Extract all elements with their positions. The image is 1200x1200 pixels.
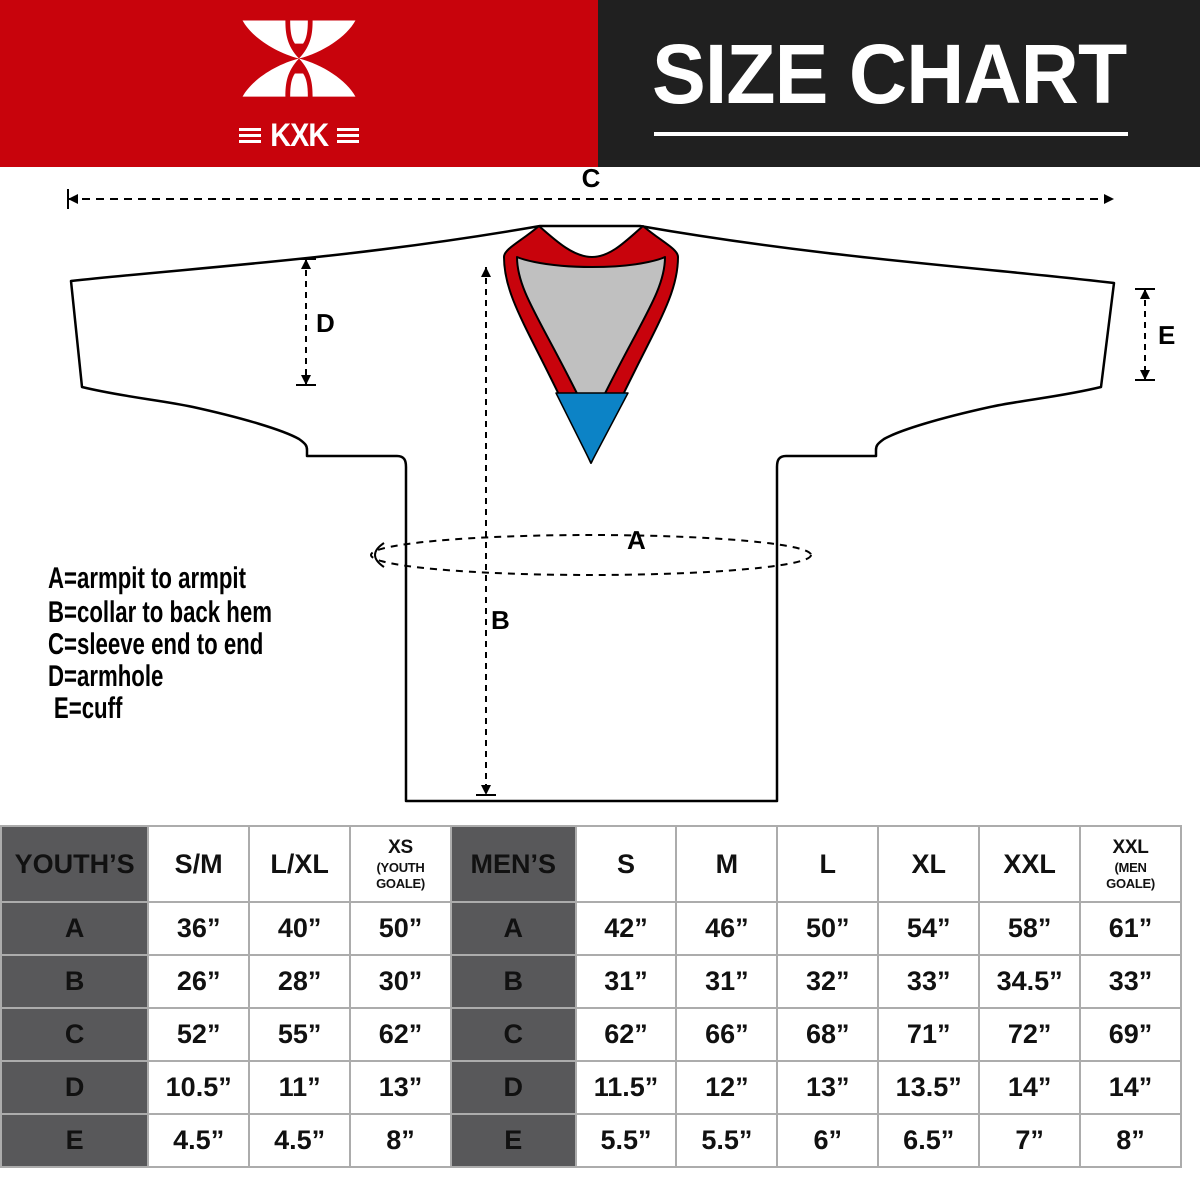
svg-text:C: C (582, 167, 601, 193)
svg-text:D: D (316, 308, 335, 338)
svg-text:A=armpit to armpit: A=armpit to armpit (48, 562, 246, 595)
svg-text:E: E (1158, 320, 1175, 350)
svg-text:D=armhole: D=armhole (48, 660, 163, 693)
svg-text:C=sleeve end to end: C=sleeve end to end (48, 628, 263, 661)
svg-text:B=collar to back hem: B=collar to back hem (48, 596, 272, 629)
svg-text:B: B (491, 605, 510, 635)
svg-text:A: A (627, 525, 646, 555)
svg-text:E=cuff: E=cuff (54, 692, 123, 725)
